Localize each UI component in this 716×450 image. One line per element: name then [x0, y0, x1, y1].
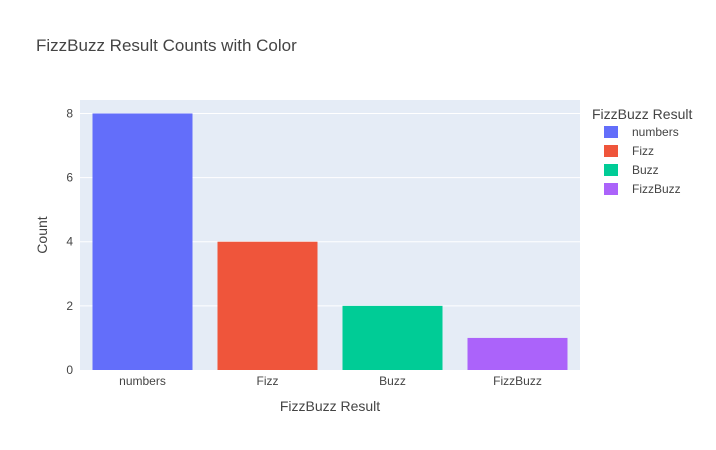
x-axis-ticks: numbers Fizz Buzz FizzBuzz: [119, 374, 542, 388]
bar-fizzbuzz: [467, 337, 568, 370]
bar-fizz: [217, 241, 318, 370]
x-axis-title: FizzBuzz Result: [280, 398, 380, 414]
bar-buzz: [342, 305, 443, 370]
y-tick-label: 4: [66, 235, 73, 249]
y-tick-label: 2: [66, 299, 73, 313]
y-tick-label: 0: [66, 363, 73, 377]
x-tick-label: Fizz: [257, 374, 279, 388]
legend-label-buzz: Buzz: [632, 163, 659, 177]
legend-label-fizzbuzz: FizzBuzz: [632, 182, 681, 196]
legend-title: FizzBuzz Result: [592, 106, 692, 122]
legend-label-numbers: numbers: [632, 125, 679, 139]
chart-title: FizzBuzz Result Counts with Color: [36, 36, 297, 55]
bar-numbers: [92, 113, 193, 371]
x-tick-label: Buzz: [379, 374, 406, 388]
legend-swatch-fizz: [604, 145, 618, 157]
y-tick-label: 6: [66, 171, 73, 185]
y-axis-title: Count: [34, 216, 50, 253]
legend-swatch-numbers: [604, 126, 618, 138]
legend-label-fizz: Fizz: [632, 144, 654, 158]
y-axis-ticks: 0 2 4 6 8: [66, 106, 73, 377]
bars: [92, 113, 568, 371]
y-tick-label: 8: [66, 106, 73, 120]
legend-swatch-buzz: [604, 164, 618, 176]
x-tick-label: numbers: [119, 374, 166, 388]
x-tick-label: FizzBuzz: [493, 374, 542, 388]
legend-swatch-fizzbuzz: [604, 183, 618, 195]
